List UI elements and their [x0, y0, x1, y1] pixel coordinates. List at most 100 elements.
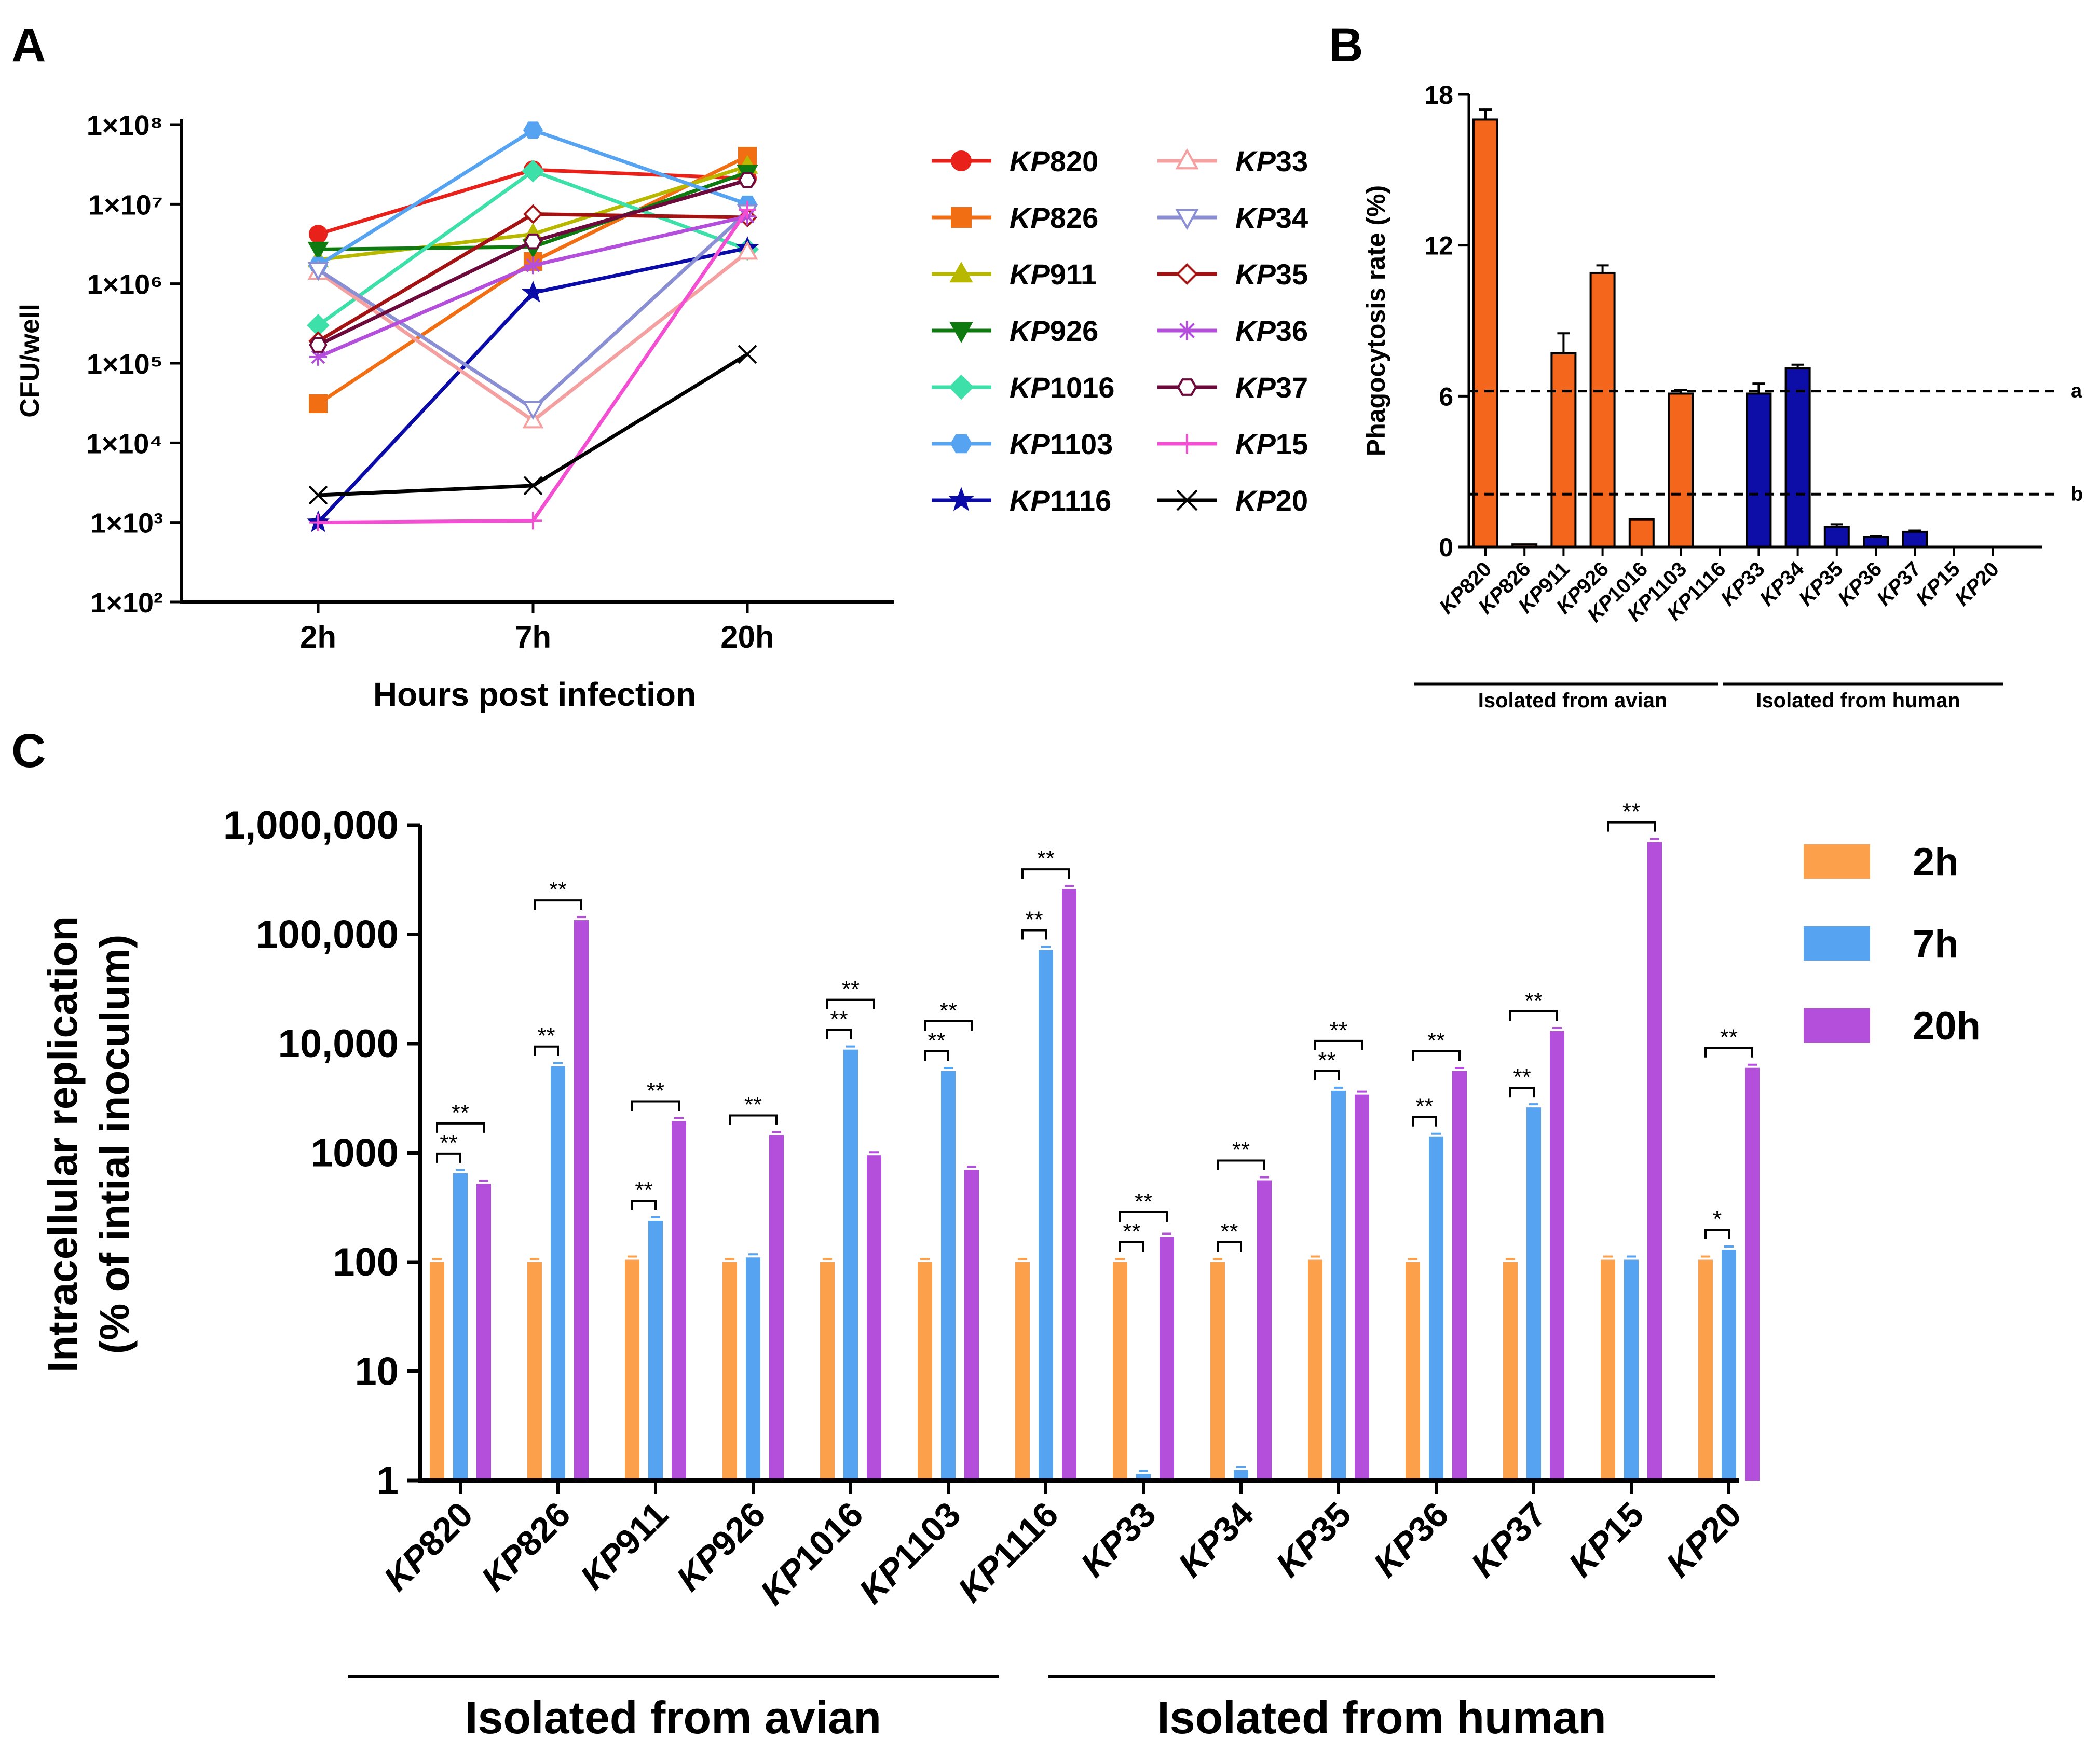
panel-c-group-label-avian: Isolated from avian [465, 1692, 881, 1743]
panel-c-bar-kp1116-2h [1015, 1262, 1030, 1481]
legend-label-kp37: KP37 [1235, 371, 1308, 404]
panel-c-bar-kp1116-7h [1039, 950, 1053, 1481]
legend-marker-kp36 [1177, 321, 1197, 340]
panel-a-point-kp926 [307, 241, 329, 261]
panel-c-sig-bracket-kp35-7h [1314, 1070, 1340, 1080]
panel-a-point-kp35-shape [523, 204, 543, 224]
panel-b-group-label-avian: Isolated from avian [1478, 689, 1668, 712]
panel-b-ytick-label: 18 [1424, 80, 1453, 109]
panel-c-bar-kp926-7h [746, 1257, 760, 1481]
panel-c-xtick-label-kp37: KP37 [1464, 1495, 1554, 1585]
panel-c-bar-kp37-2h [1503, 1262, 1518, 1481]
panel-c-sig-bracket-kp37-7h [1509, 1087, 1535, 1098]
panel-b-xtick-label-kp15: KP15 [1912, 557, 1965, 610]
panel-c-ytick-label: 100,000 [256, 913, 399, 957]
panel-a-point-kp820 [309, 225, 328, 244]
legend-label-kp820: KP820 [1010, 145, 1098, 177]
panel-a-point-kp926-shape [307, 241, 329, 261]
panel-c-sig-bracket-kp36-7h [1412, 1116, 1437, 1127]
panel-c-sig-bracket-kp33-20h [1119, 1211, 1168, 1222]
legend-marker-kp1016 [948, 374, 974, 400]
panel-c-legend-swatch-2h [1804, 844, 1870, 879]
panel-b-xtick-label-kp37: KP37 [1873, 557, 1926, 610]
legend-label-kp37-number: 37 [1276, 371, 1308, 404]
legend-marker-kp35-shape [1176, 263, 1198, 285]
panel-a-point-kp20 [738, 345, 757, 364]
legend-marker-kp1116-shape [948, 487, 974, 511]
panel-c-sig-bracket-kp1103-20h [924, 1020, 973, 1031]
legend-label-kp1116-prefix: KP [1010, 484, 1050, 517]
panel-c-sig-stars-kp34-20h: ** [1232, 1138, 1250, 1163]
panel-c-sig-stars-kp37-7h: ** [1513, 1064, 1531, 1090]
panel-c-bar-kp820-7h [453, 1173, 468, 1481]
legend-label-kp33-number: 33 [1276, 145, 1308, 177]
panel-a-xtick-label: 7h [515, 620, 551, 654]
panel-c-sig-stars-kp33-20h: ** [1135, 1189, 1152, 1214]
panel-a-point-kp15 [309, 513, 327, 531]
panel-a-ylabel: CFU/well [15, 304, 45, 418]
panel-a-point-kp20-stroke [523, 476, 543, 496]
panel-c-xtick-label-kp35: KP35 [1269, 1495, 1359, 1585]
panel-a-point-kp33 [737, 240, 758, 260]
panel-c-sig-bracket-kp35-20h [1314, 1039, 1363, 1050]
panel-c-bar-kp926-20h [769, 1135, 784, 1481]
panel-b-ytick-label: 6 [1439, 382, 1453, 411]
panel-c-bar-kp911-2h [625, 1259, 639, 1481]
panel-c-bar-kp1116-20h [1062, 889, 1076, 1481]
legend-label-kp911: KP911 [1010, 258, 1097, 291]
panel-c-legend-label-2h: 2h [1913, 840, 1959, 884]
panel-b-ylabel: Phagocytosis rate (%) [1361, 185, 1390, 456]
legend-marker-kp926-shape [949, 322, 973, 343]
legend-label-kp33: KP33 [1235, 145, 1308, 177]
panel-b-bar-kp1016 [1628, 518, 1655, 549]
panel-a-point-kp37-shape [524, 233, 542, 250]
panel-c-sig-stars-kp20-7h: * [1713, 1207, 1722, 1232]
legend-marker-kp826-shape [951, 207, 972, 228]
legend-label-kp826: KP826 [1010, 201, 1098, 234]
legend-label-kp33-prefix: KP [1235, 145, 1276, 177]
panel-c-bar-kp1103-2h [918, 1262, 932, 1481]
legend-label-kp1016: KP1016 [1010, 371, 1114, 404]
panel-label-a: A [11, 19, 46, 72]
panel-b-group-label-human: Isolated from human [1756, 689, 1960, 712]
panel-c-bar-kp33-2h [1113, 1262, 1127, 1481]
panel-c-group-label-human: Isolated from human [1157, 1692, 1606, 1743]
panel-c-sig-bracket-kp34-7h [1217, 1241, 1242, 1252]
panel-c-sig-stars-kp37-20h: ** [1525, 988, 1543, 1014]
panel-c-sig-stars-kp1103-7h: ** [928, 1028, 945, 1053]
panel-a-point-kp1116-shape [521, 280, 545, 303]
panel-a-point-kp37 [524, 233, 542, 250]
panel-c-sig-stars-kp20-20h: ** [1720, 1025, 1738, 1050]
legend-marker-kp926 [949, 322, 973, 343]
panel-c-bar-kp15-7h [1624, 1259, 1639, 1481]
panel-c-legend: 2h 7h 20h [1804, 840, 1981, 1048]
panel-b-bar-kp33 [1746, 392, 1772, 548]
panel-b-bar-kp35 [1823, 526, 1850, 548]
legend-label-kp35-number: 35 [1276, 258, 1308, 291]
panel-a-ytick-label: 1×10⁵ [87, 349, 163, 380]
panel-a-line-chart: 1×10² 1×10³ 1×10⁴ 1×10⁵ 1×10⁶ 1×10⁷ 1×10⁸ 2h 7h… [15, 110, 1308, 713]
legend-label-kp926: KP926 [1010, 314, 1098, 347]
panel-c-bar-kp20-7h [1722, 1250, 1736, 1481]
legend-marker-kp33 [1175, 148, 1199, 170]
legend-marker-kp37 [1177, 378, 1197, 396]
panel-c-bar-kp911-20h [672, 1121, 686, 1481]
panel-b-bar-kp34 [1784, 367, 1811, 548]
panel-c-sig-bracket-kp15-20h [1607, 821, 1656, 832]
legend-label-kp1016-number: 1016 [1050, 371, 1115, 404]
panel-a-point-kp15 [739, 201, 756, 219]
panel-c-bar-kp36-2h [1406, 1262, 1420, 1481]
panel-c-bar-kp820-2h [430, 1262, 444, 1481]
panel-c-sig-stars-kp36-7h: ** [1415, 1094, 1433, 1119]
panel-b-bar-kp1103 [1668, 392, 1694, 548]
panel-c-ylabel-line1: Intracellular replication [39, 916, 86, 1373]
panel-a-ytick-label: 1×10² [90, 587, 163, 619]
legend-label-kp20-number: 20 [1276, 484, 1308, 517]
panel-c-bar-kp35-7h [1331, 1090, 1346, 1481]
panel-c-sig-bracket-kp820-7h [436, 1152, 461, 1163]
panel-a-point-kp36-stroke [526, 258, 540, 272]
legend-label-kp15: KP15 [1235, 428, 1308, 460]
panel-b-bar-kp37 [1902, 530, 1928, 549]
panel-a-point-kp826 [309, 394, 328, 413]
panel-c-bar-kp34-7h [1234, 1470, 1248, 1481]
